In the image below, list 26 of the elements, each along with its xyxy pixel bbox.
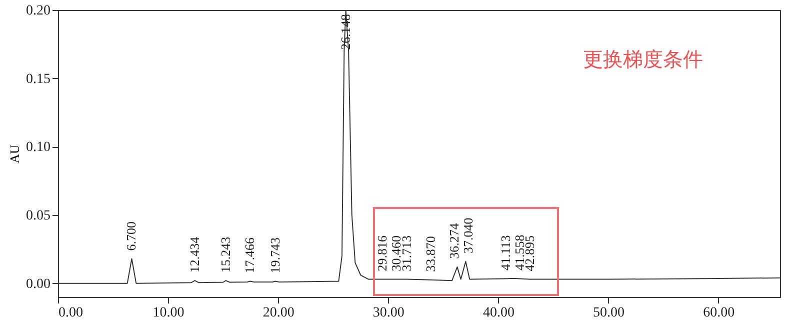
annotation: 29.816: [374, 234, 390, 272]
y-tick-label: 0.05: [26, 208, 50, 224]
annotation: 更换梯度条件: [583, 47, 703, 71]
annotation: 12.434: [186, 236, 202, 273]
y-tick-label: 0.10: [26, 140, 50, 156]
annotation: 17.466: [242, 237, 258, 274]
y-tick-label: 0.20: [26, 4, 50, 18]
x-tick-label: 20.00: [262, 306, 294, 320]
y-axis-title: AU: [7, 144, 22, 164]
y-tick-label: 0.00: [26, 276, 50, 292]
annotation: 36.274: [446, 222, 462, 259]
annotation: 33.870: [422, 236, 438, 272]
x-tick-label: 60.00: [703, 306, 735, 320]
x-tick-label: 10.00: [152, 306, 184, 320]
annotation: 41.113: [498, 235, 513, 271]
annotation: 15.243: [218, 236, 233, 273]
annotation: 37.040: [460, 218, 476, 254]
x-tick-label: 0.00: [58, 306, 83, 320]
annotation: 6.700: [124, 221, 139, 251]
x-tick-label: 50.00: [593, 306, 625, 320]
annotation: 19.743: [267, 238, 282, 274]
x-tick-label: 30.00: [372, 306, 404, 320]
annotation: 30.460: [388, 235, 404, 272]
annotation: 26.148: [338, 14, 353, 50]
x-tick-label: 40.00: [482, 306, 514, 320]
y-tick-label: 0.15: [26, 72, 50, 87]
